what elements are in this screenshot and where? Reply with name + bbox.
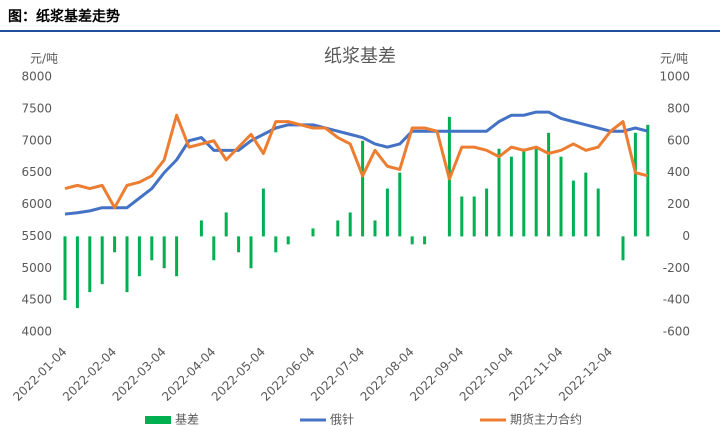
- y-tick-label: 4000: [21, 325, 52, 339]
- bar: [410, 236, 414, 245]
- y-axis-label: 元/吨: [30, 52, 58, 66]
- bar: [237, 236, 241, 253]
- y-tick-label: 6000: [21, 197, 52, 211]
- bar: [113, 236, 117, 253]
- y-tick-label: 5000: [21, 261, 52, 275]
- bar: [212, 236, 216, 261]
- y2-tick-label: 200: [667, 197, 690, 211]
- bar: [534, 148, 538, 237]
- bar: [497, 148, 501, 237]
- line: [64, 113, 649, 210]
- bar: [286, 236, 290, 245]
- y2-tick-label: -600: [663, 325, 690, 339]
- bar: [175, 236, 179, 277]
- bar: [125, 236, 129, 293]
- figure-title: 图：纸浆基差走势: [8, 8, 120, 25]
- bar: [646, 124, 650, 237]
- y2-tick-label: -200: [663, 261, 690, 275]
- bar: [150, 236, 154, 261]
- y-tick-label: 7000: [21, 133, 52, 147]
- bar: [509, 156, 513, 237]
- bar: [385, 188, 389, 237]
- bar: [559, 156, 563, 237]
- y-tick-label: 7500: [21, 101, 52, 115]
- bar: [633, 132, 637, 237]
- bar: [162, 236, 166, 269]
- legend-swatch: [145, 416, 171, 424]
- bar: [274, 236, 278, 253]
- y2-axis-label: 元/吨: [660, 52, 688, 66]
- bar: [199, 220, 203, 237]
- y2-tick-label: 1000: [659, 70, 690, 84]
- bar: [348, 212, 352, 237]
- bar: [485, 188, 489, 237]
- legend-label: 期货主力合约: [510, 412, 582, 426]
- y2-tick-label: 600: [667, 133, 690, 147]
- y2-tick-label: 400: [667, 165, 690, 179]
- bar: [423, 236, 427, 245]
- bar: [584, 172, 588, 237]
- bar: [137, 236, 141, 277]
- bar: [571, 180, 575, 237]
- bar: [63, 236, 67, 301]
- y2-tick-label: 0: [682, 229, 690, 243]
- bar: [472, 196, 476, 237]
- y-tick-label: 6500: [21, 165, 52, 179]
- y-tick-label: 4500: [21, 293, 52, 307]
- chart-title: 纸浆基差: [324, 46, 396, 67]
- y-tick-label: 5500: [21, 229, 52, 243]
- bar: [75, 236, 79, 309]
- header-rule: [0, 30, 720, 32]
- bar: [596, 188, 600, 237]
- bar: [311, 228, 315, 237]
- bar: [224, 212, 228, 237]
- bar: [460, 196, 464, 237]
- line: [64, 110, 649, 216]
- bar: [100, 236, 104, 285]
- y-tick-label: 8000: [21, 70, 52, 84]
- bar: [361, 140, 365, 237]
- bar: [373, 220, 377, 237]
- bar: [522, 148, 526, 237]
- bar: [621, 236, 625, 261]
- bar: [336, 220, 340, 237]
- bar: [88, 236, 92, 293]
- x-tick-label: 2022-12-04: [556, 345, 615, 404]
- legend-label: 基差: [175, 413, 199, 426]
- bar: [398, 172, 402, 237]
- y2-tick-label: -400: [663, 293, 690, 307]
- legend-label: 俄针: [330, 412, 354, 426]
- bar: [249, 236, 253, 269]
- bar: [261, 188, 265, 237]
- bar: [547, 132, 551, 237]
- y2-tick-label: 800: [667, 101, 690, 115]
